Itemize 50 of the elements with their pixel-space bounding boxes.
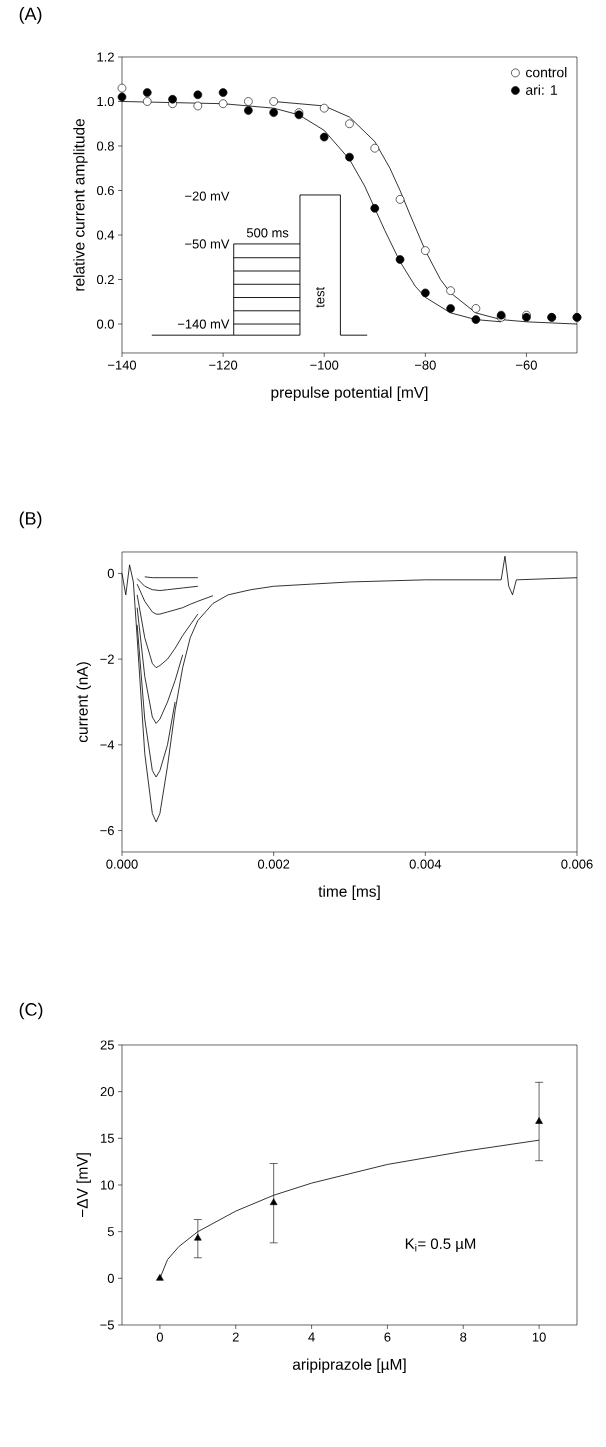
y-tick-label: −2 <box>100 654 114 664</box>
x-tick-label: 2 <box>232 1332 239 1342</box>
annotation: −50 mV <box>185 239 230 249</box>
x-tick-label: 0.006 <box>561 859 593 869</box>
y-tick-label: 10 <box>101 1180 114 1190</box>
annotation: 500 ms <box>246 228 289 238</box>
y-tick-label: 15 <box>101 1133 114 1143</box>
annotation: −20 mV <box>185 191 230 201</box>
y-tick-label: 0.0 <box>96 319 114 329</box>
y-axis-title: −ΔV [mV] <box>76 1153 91 1218</box>
x-axis-title: prepulse potential [mV] <box>271 386 428 401</box>
chart-title: (B) <box>19 511 42 529</box>
y-tick-label: 5 <box>107 1227 114 1237</box>
x-tick-label: −80 <box>414 360 436 370</box>
y-tick-label: 0 <box>107 1273 114 1283</box>
y-tick-label: −6 <box>100 825 114 836</box>
legend-label: control <box>526 67 567 78</box>
x-tick-label: −140 <box>108 360 137 370</box>
x-tick-label: −100 <box>310 360 339 370</box>
annotation: K$_{i}$= 0.5 µM <box>405 1238 476 1252</box>
y-tick-label: −4 <box>100 740 115 750</box>
x-tick-label: −120 <box>209 360 238 370</box>
y-tick-label: 0 <box>107 568 114 578</box>
y-tick-label: 0.2 <box>96 274 114 285</box>
x-tick-label: 6 <box>384 1332 391 1342</box>
x-tick-label: 0.000 <box>106 859 138 869</box>
x-tick-label: 10 <box>532 1332 546 1342</box>
y-tick-label: 0.8 <box>96 141 114 151</box>
x-tick-label: 4 <box>308 1332 315 1342</box>
x-tick-label: 8 <box>460 1332 467 1342</box>
x-tick-label: 0.002 <box>257 859 290 869</box>
chart-title: (C) <box>19 1002 43 1020</box>
y-tick-label: 0.4 <box>96 230 115 240</box>
x-axis-title: aripiprazole [µM] <box>292 1358 406 1373</box>
y-tick-label: 20 <box>100 1087 114 1097</box>
y-tick-label: 0.6 <box>96 185 114 196</box>
legend-label: ari: 1 <box>526 84 558 95</box>
x-axis-title: time [ms] <box>318 885 380 900</box>
y-axis-title: current (nA) <box>76 662 91 743</box>
x-tick-label: −60 <box>516 360 537 370</box>
y-tick-label: 25 <box>100 1040 114 1050</box>
x-tick-label: 0 <box>156 1332 164 1342</box>
y-axis-title: relative current amplitude <box>73 119 88 291</box>
y-tick-label: 1.2 <box>97 52 114 62</box>
y-tick-label: −5 <box>100 1320 114 1330</box>
chart-title: (A) <box>19 7 42 24</box>
annotation: −140 mV <box>177 319 230 329</box>
y-tick-label: 1.0 <box>97 96 114 107</box>
annotation: test <box>315 287 325 308</box>
x-tick-label: 0.004 <box>409 859 442 869</box>
